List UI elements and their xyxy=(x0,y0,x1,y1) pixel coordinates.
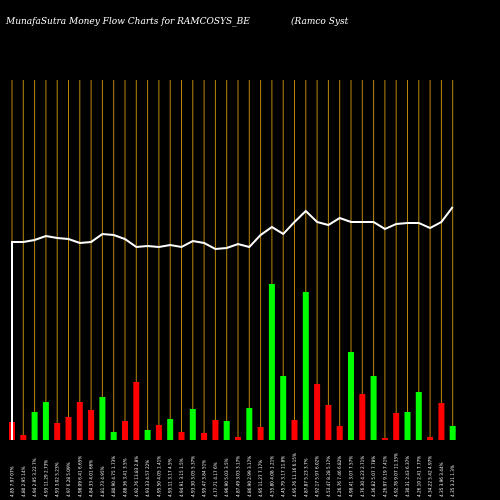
money-flow-bar xyxy=(235,437,241,440)
money-flow-bar xyxy=(20,435,27,440)
money-flow-bar xyxy=(122,421,128,440)
money-flow-bar xyxy=(359,394,366,440)
x-tick-label: 4.26.10 2.41 7.77% xyxy=(416,456,421,497)
money-flow-bar xyxy=(133,382,140,440)
x-tick-label: 4.97 6.28 5.09% xyxy=(66,462,71,497)
bars xyxy=(9,284,456,440)
x-tick-label: 4.53.47 8.28 5.17% xyxy=(326,456,331,497)
money-flow-bar xyxy=(291,420,298,440)
money-flow-bar xyxy=(325,405,332,440)
x-tick-label: 4.95.50 4.05 1.41% xyxy=(156,456,161,497)
x-tick-label: 4.55.80 4.08 1.21% xyxy=(269,456,274,497)
x-tick-label: 4.88.36 3.41 3.5% xyxy=(123,458,128,497)
x-tick-label: 4.93 3.02 5.23% xyxy=(55,462,60,497)
x-tick-label: 4.92.76 13.83 2.8% xyxy=(134,456,139,497)
x-tick-label: 4.95.47 3.84 51% xyxy=(202,460,207,497)
x-tick-label: 4.45.79 3.17 11.8% xyxy=(281,456,286,497)
money-flow-bar xyxy=(223,421,230,440)
x-tick-label: 4.34.22 5.42 4.97% xyxy=(428,456,433,497)
chart-title: MunafaSutra Money Flow Charts for RAMCOS… xyxy=(5,17,250,27)
x-tick-label: 4.26.76 7.46 6.82% xyxy=(337,456,342,497)
x-tick-label: 4.80 2.95 14% xyxy=(21,466,26,497)
x-tick-label: 4.95.76 11.16 6.15% xyxy=(292,453,297,497)
x-tick-label: 4.93.11 3.17 4.5% xyxy=(168,458,173,497)
x-tick-label: 4.77.71 4.17 6% xyxy=(213,462,218,497)
money-flow-bar xyxy=(189,409,196,440)
x-tick-label: 4.84.33 4.01 66% xyxy=(89,460,94,497)
chart-subtitle: (Ramco Syst xyxy=(291,16,349,27)
x-tick-label: 4.80.90 4.75 1.73% xyxy=(111,456,116,497)
x-tick-label: 4.93.33 4.57 22% xyxy=(145,460,150,497)
money-flow-bar xyxy=(155,425,162,440)
price-line-layer xyxy=(11,206,454,440)
money-flow-bar xyxy=(257,427,264,440)
money-flow-bar xyxy=(178,432,185,440)
x-tick-label: 4.76.30 4.23 2.71% xyxy=(360,456,365,497)
money-flow-bar xyxy=(110,432,117,440)
money-flow-bar xyxy=(381,438,388,440)
x-tick-label: 4.92.78 9.07 11.33% xyxy=(394,453,399,497)
x-tick-label: 4.98.41 3.07 7.57% xyxy=(349,456,354,497)
price-line xyxy=(11,206,454,440)
money-flow-bar xyxy=(246,408,253,440)
x-tick-label: 4.35 3.96 3.44% xyxy=(439,462,444,497)
money-flow-bar xyxy=(99,397,106,440)
x-tick-label: 4.93.30 3.05 5.37% xyxy=(190,456,195,497)
x-tick-label: 4.26.97 9.19 7.41% xyxy=(382,456,387,497)
money-flow-bar xyxy=(268,284,275,440)
money-flow-bar xyxy=(336,426,343,440)
money-flow-bar xyxy=(88,410,95,440)
x-tick-label: 4.92.17 5.97 6.02% xyxy=(315,456,320,497)
x-tick-label: 4.96.90 5.03 3.5% xyxy=(224,458,229,497)
money-flow-bar xyxy=(404,412,411,440)
x-tick-label: 4.87.49 3.03 3.17% xyxy=(236,456,241,497)
money-flow-bar xyxy=(370,376,377,440)
x-tick-label: 4.87.87 5.23 3.7% xyxy=(303,458,308,497)
money-flow-bar xyxy=(348,352,354,440)
x-tick-label: 4.35 3.21 1.3% xyxy=(450,465,455,497)
money-flow-bar xyxy=(167,419,174,440)
money-flow-bar xyxy=(302,292,309,440)
money-flow-bar xyxy=(76,402,83,440)
x-tick-label: 4.86.90 2.99 3.17% xyxy=(247,456,252,497)
gridlines xyxy=(11,80,454,440)
money-flow-bar xyxy=(438,403,445,440)
money-flow-bar xyxy=(314,384,321,440)
x-tick-label: 4.30.31 2.43 6.37% xyxy=(405,456,410,497)
money-flow-bar xyxy=(449,426,456,440)
money-flow-bar xyxy=(144,430,151,440)
x-tick-label: 4.36.82 5.07 7.78% xyxy=(371,456,376,497)
money-flow-bar xyxy=(415,392,422,440)
money-flow-bar xyxy=(42,402,49,440)
money-flow-bar xyxy=(280,376,287,440)
x-tick-label: 4.98.09 6.41 6.65% xyxy=(77,456,82,497)
money-flow-bar xyxy=(212,420,219,440)
money-flow-bar xyxy=(31,412,38,440)
money-flow-bar xyxy=(427,437,434,440)
x-tick-labels: 4.85 7.97 07% 4.80 2.95 14% 4.94 2.95 3.22… xyxy=(10,453,456,497)
x-tick-label: 4.94.91 3.15 1.5% xyxy=(179,458,184,497)
x-tick-label: 4.95 11.27 7.17% xyxy=(258,460,263,497)
x-tick-label: 4.81.73 4.95% xyxy=(100,466,105,497)
x-tick-label: 4.85 7.97 07% xyxy=(10,466,15,497)
money-flow-bar xyxy=(54,423,61,440)
money-flow-bar xyxy=(201,433,208,440)
money-flow-bar xyxy=(393,413,400,440)
x-tick-label: 4.94 2.95 3.22 7% xyxy=(32,458,37,497)
x-tick-label: 4.93 11.29 2.73% xyxy=(43,460,48,497)
money-flow-bar xyxy=(65,417,72,440)
